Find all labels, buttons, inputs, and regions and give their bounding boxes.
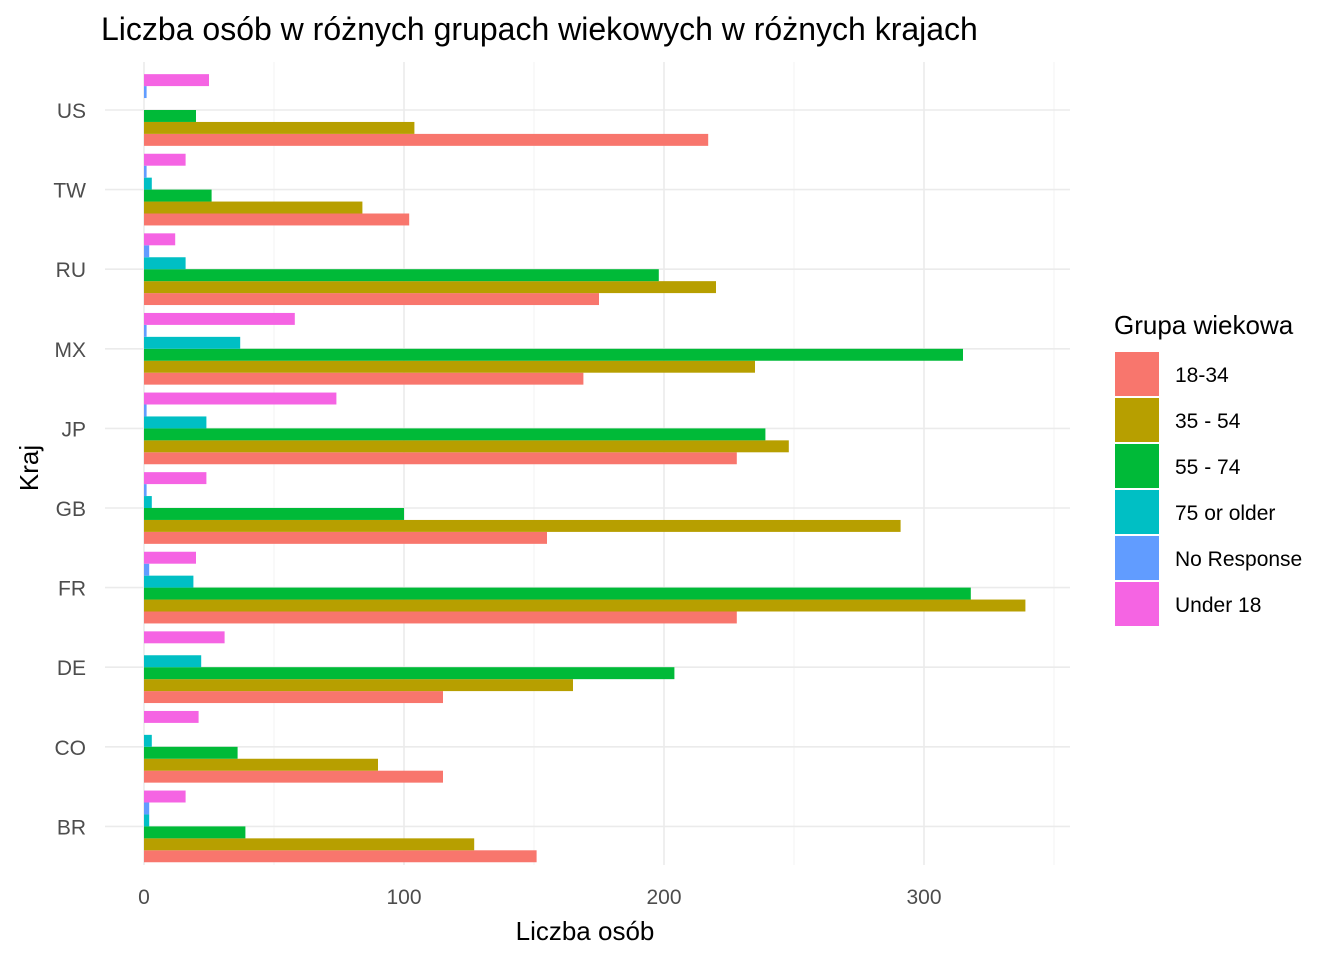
legend-items: 18-34 35 - 54 55 - 74 75 or older No Respons… bbox=[1115, 352, 1302, 626]
legend-key bbox=[1115, 444, 1159, 488]
bar bbox=[144, 392, 337, 405]
bar bbox=[144, 667, 675, 680]
y-tick-label: GB bbox=[56, 498, 86, 521]
legend-label: No Response bbox=[1175, 548, 1302, 571]
bar bbox=[144, 758, 378, 771]
bar bbox=[144, 631, 225, 644]
bar bbox=[144, 189, 212, 202]
legend-key bbox=[1115, 536, 1159, 580]
y-tick-label: MX bbox=[55, 339, 87, 362]
bar bbox=[144, 416, 207, 429]
legend-label: 75 or older bbox=[1175, 502, 1275, 525]
x-tick-label: 300 bbox=[906, 886, 941, 909]
x-tick-label: 200 bbox=[646, 886, 681, 909]
y-tick-label: DE bbox=[57, 657, 86, 680]
y-axis-title: Kraj bbox=[14, 445, 44, 491]
bar bbox=[144, 269, 659, 282]
legend-label: 55 - 74 bbox=[1175, 456, 1241, 479]
bar bbox=[144, 233, 176, 246]
y-tick-label: RU bbox=[56, 259, 86, 282]
x-axis-ticks: 0 100 200 300 bbox=[138, 886, 941, 909]
y-tick-label: US bbox=[57, 100, 86, 123]
bar bbox=[144, 74, 209, 87]
y-tick-label: CO bbox=[55, 737, 87, 760]
bars bbox=[144, 74, 1026, 863]
bar bbox=[144, 679, 573, 692]
y-tick-label: JP bbox=[61, 418, 86, 441]
bar bbox=[144, 452, 737, 465]
bar bbox=[144, 746, 238, 759]
bar bbox=[144, 121, 415, 134]
bar bbox=[144, 838, 475, 851]
bar bbox=[144, 201, 363, 214]
bar bbox=[144, 826, 246, 839]
bar bbox=[144, 440, 789, 453]
bar bbox=[144, 484, 147, 497]
legend-key bbox=[1115, 582, 1159, 626]
legend-label: 18-34 bbox=[1175, 364, 1229, 387]
bar bbox=[144, 599, 1026, 612]
y-axis-ticks: BR CO DE FR GB JP MX RU TW US bbox=[53, 100, 86, 839]
bar bbox=[144, 551, 196, 564]
y-tick-label: BR bbox=[57, 816, 86, 839]
bar bbox=[144, 281, 716, 294]
legend-key bbox=[1115, 490, 1159, 534]
legend-label: Under 18 bbox=[1175, 594, 1261, 617]
bar bbox=[144, 372, 584, 385]
y-tick-label: TW bbox=[53, 180, 86, 203]
bar bbox=[144, 110, 196, 122]
bar bbox=[144, 312, 295, 325]
bar bbox=[144, 770, 443, 783]
bar bbox=[144, 519, 901, 532]
legend-key bbox=[1115, 398, 1159, 442]
bar bbox=[144, 814, 150, 827]
bar bbox=[144, 293, 599, 306]
bar bbox=[144, 587, 971, 600]
bar bbox=[144, 790, 186, 803]
bar bbox=[144, 710, 199, 723]
bar bbox=[144, 850, 537, 863]
bar bbox=[144, 428, 766, 441]
bar bbox=[144, 177, 152, 190]
legend: Grupa wiekowa 18-34 35 - 54 55 - 74 75 or o… bbox=[1114, 310, 1302, 626]
bar bbox=[144, 360, 755, 373]
x-tick-label: 0 bbox=[138, 886, 150, 909]
bar bbox=[144, 133, 709, 146]
bar bbox=[144, 348, 963, 361]
bar bbox=[144, 165, 147, 178]
bar bbox=[144, 404, 147, 417]
bar bbox=[144, 531, 547, 544]
bar bbox=[144, 245, 150, 258]
chart-title: Liczba osób w różnych grupach wiekowych … bbox=[101, 11, 978, 47]
bar bbox=[144, 213, 410, 226]
legend-title: Grupa wiekowa bbox=[1114, 310, 1294, 340]
bar bbox=[144, 611, 737, 624]
bar bbox=[144, 508, 404, 520]
bar bbox=[144, 472, 207, 485]
legend-label: 35 - 54 bbox=[1175, 410, 1241, 433]
bar bbox=[144, 86, 147, 99]
bar bbox=[144, 691, 443, 704]
y-tick-label: FR bbox=[58, 578, 86, 601]
x-axis-title: Liczba osób bbox=[516, 916, 655, 946]
bar bbox=[144, 257, 186, 270]
bar bbox=[144, 324, 147, 337]
bar bbox=[144, 153, 186, 166]
legend-key bbox=[1115, 352, 1159, 396]
bar bbox=[144, 575, 194, 588]
bar bbox=[144, 563, 150, 576]
bar bbox=[144, 655, 202, 668]
x-tick-label: 100 bbox=[386, 886, 421, 909]
bar bbox=[144, 734, 152, 747]
bar bbox=[144, 496, 152, 508]
bar bbox=[144, 802, 150, 815]
bar bbox=[144, 336, 241, 349]
